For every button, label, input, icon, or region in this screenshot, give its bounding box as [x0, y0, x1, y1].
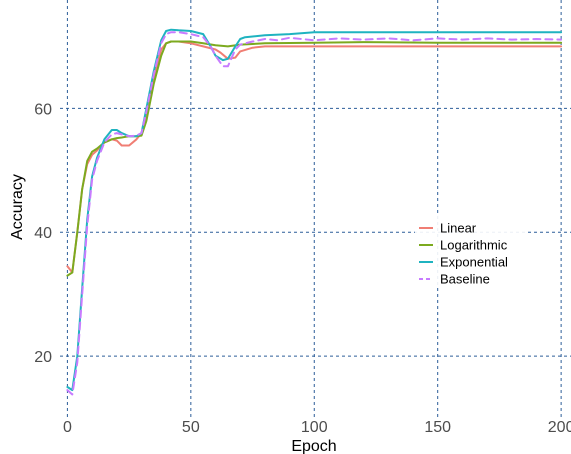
- series-line-logarithmic: [66, 40, 563, 277]
- y-axis-title: Accuracy: [9, 174, 26, 240]
- series-lines: [66, 28, 563, 396]
- x-tick-label: 150: [424, 419, 451, 436]
- legend: Linear Logarithmic Exponential Baseline: [415, 216, 527, 287]
- legend-label-logarithmic: Logarithmic: [440, 238, 508, 253]
- series-line-baseline: [66, 31, 563, 396]
- x-tick-label: 100: [301, 419, 328, 436]
- y-tick-label: 40: [34, 225, 52, 242]
- grid-lines: [60, 0, 571, 418]
- x-tick-label: 0: [63, 419, 72, 436]
- legend-label-linear: Linear: [440, 221, 477, 236]
- series-line-exponential: [66, 28, 563, 392]
- x-tick-label: 200: [548, 419, 571, 436]
- legend-label-exponential: Exponential: [440, 255, 508, 270]
- x-axis-title: Epoch: [291, 438, 336, 454]
- y-tick-label: 20: [34, 349, 52, 366]
- legend-background: [415, 216, 527, 286]
- x-tick-label: 50: [182, 419, 200, 436]
- tick-labels: 0 50 100 150 200 20 40 60: [34, 101, 571, 436]
- legend-label-baseline: Baseline: [440, 272, 490, 287]
- y-tick-label: 60: [34, 101, 52, 118]
